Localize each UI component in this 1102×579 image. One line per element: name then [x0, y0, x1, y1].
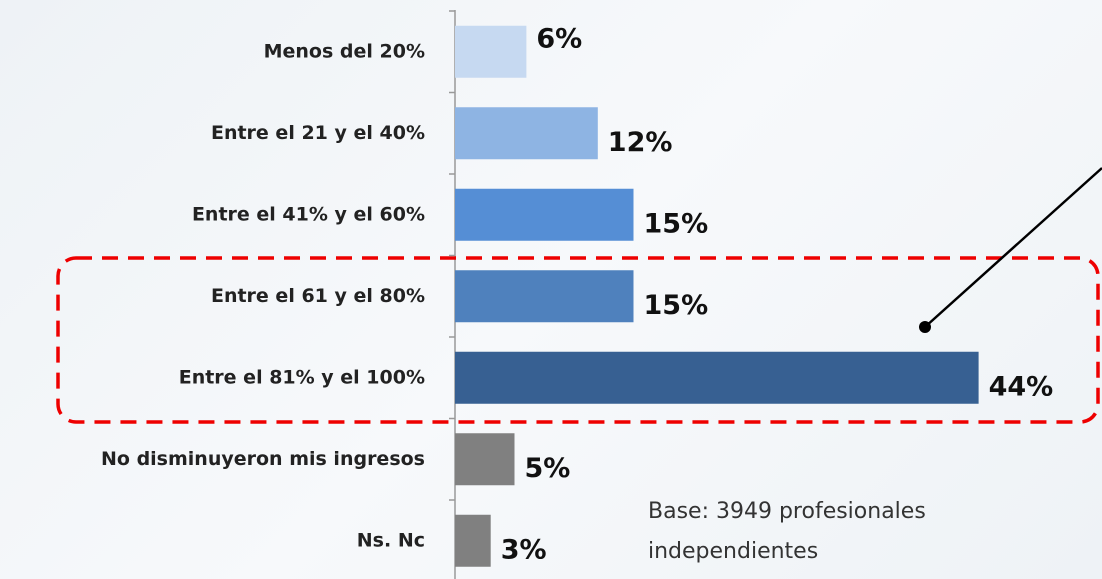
bar — [455, 515, 491, 567]
bar — [455, 433, 515, 485]
callout-dot — [919, 321, 931, 333]
category-label: Entre el 21 y el 40% — [211, 122, 425, 144]
category-label: Entre el 81% y el 100% — [179, 366, 425, 388]
page: Menos del 20% 6% Entre el 21 y el 40% 12% En… — [0, 0, 1102, 579]
callout-line — [925, 168, 1102, 327]
bar — [455, 107, 598, 159]
value-label: 44% — [989, 371, 1054, 402]
bar — [455, 352, 979, 404]
value-label: 12% — [608, 127, 673, 158]
category-label: Entre el 41% y el 60% — [192, 203, 425, 225]
category-label: Ns. Nc — [357, 529, 425, 551]
bar — [455, 26, 526, 78]
category-label: Entre el 61 y el 80% — [211, 285, 425, 307]
value-label: 15% — [644, 208, 709, 239]
category-label: Menos del 20% — [264, 40, 425, 62]
value-label: 6% — [536, 23, 582, 54]
bar — [455, 189, 634, 241]
annotation: Base: 3949 profesionales independientes — [648, 492, 948, 572]
value-label: 5% — [525, 453, 571, 484]
bar — [455, 270, 634, 322]
value-label: 15% — [644, 290, 709, 321]
category-label: No disminuyeron mis ingresos — [101, 448, 425, 470]
value-label: 3% — [501, 534, 547, 565]
